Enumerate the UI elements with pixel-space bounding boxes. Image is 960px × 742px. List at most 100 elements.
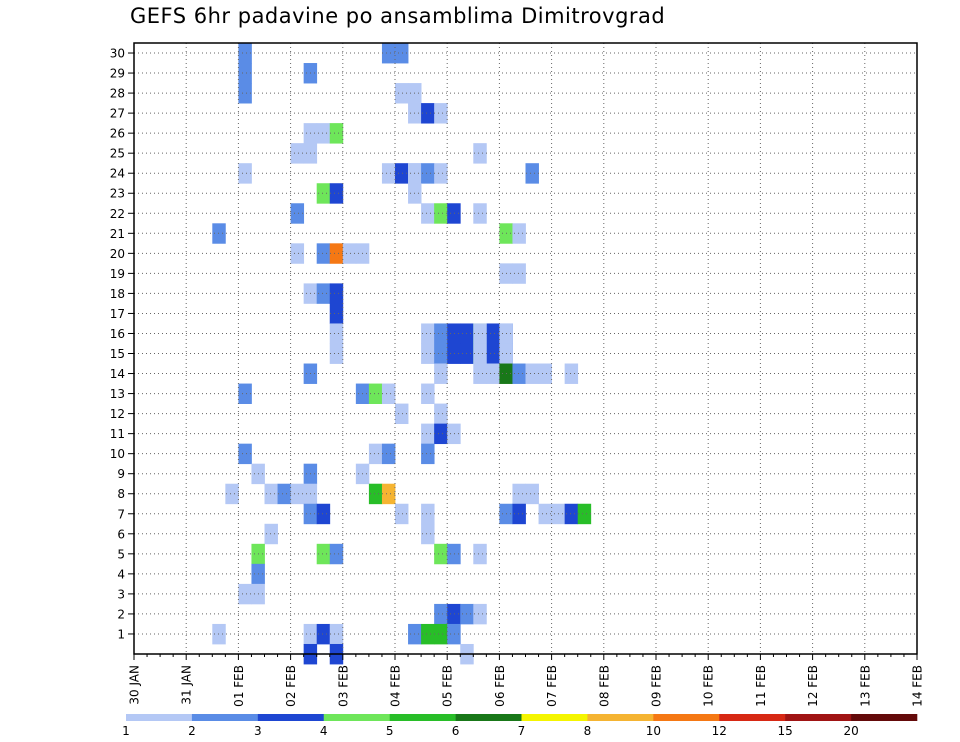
heatmap-cell bbox=[329, 123, 344, 144]
heatmap-cell bbox=[434, 203, 448, 224]
heatmap-cell bbox=[238, 63, 252, 84]
x-tick-label: 12 FEB bbox=[806, 665, 820, 707]
heatmap-cell bbox=[421, 383, 435, 404]
heatmap-cell bbox=[512, 363, 526, 384]
y-tick-label: 1 bbox=[117, 627, 125, 641]
y-tick-label: 2 bbox=[117, 607, 125, 621]
y-tick-label: 17 bbox=[110, 307, 125, 321]
heatmap-cell bbox=[381, 483, 396, 505]
y-tick-label: 18 bbox=[110, 287, 125, 301]
heatmap-cell bbox=[368, 383, 383, 404]
x-tick-label: 14 FEB bbox=[911, 665, 925, 707]
heatmap-cell bbox=[421, 103, 435, 124]
y-tick-label: 15 bbox=[110, 347, 125, 361]
heatmap-cell bbox=[447, 423, 461, 445]
heatmap-cell bbox=[447, 343, 461, 364]
heatmap-cell bbox=[473, 363, 487, 384]
heatmap-cell bbox=[316, 283, 331, 304]
y-tick-label: 25 bbox=[110, 147, 125, 161]
heatmap-cell bbox=[290, 243, 305, 264]
heatmap-cell bbox=[290, 143, 305, 164]
cells-layer bbox=[212, 43, 592, 665]
legend-label: 1 bbox=[122, 724, 130, 738]
legend-label: 5 bbox=[386, 724, 394, 738]
x-tick-label: 09 FEB bbox=[650, 665, 664, 707]
heatmap-cell bbox=[329, 243, 344, 264]
legend-swatch bbox=[323, 714, 390, 721]
heatmap-cell bbox=[486, 363, 500, 384]
heatmap-cell bbox=[564, 363, 579, 384]
heatmap-cell bbox=[434, 103, 448, 124]
heatmap-cell bbox=[473, 203, 487, 224]
heatmap-cell bbox=[434, 403, 448, 425]
heatmap-cell bbox=[290, 203, 305, 224]
heatmap-cell bbox=[434, 603, 448, 625]
heatmap-cell bbox=[486, 323, 500, 344]
heatmap-cell bbox=[512, 223, 526, 244]
legend-label: 20 bbox=[843, 724, 858, 738]
heatmap-cell bbox=[316, 243, 331, 264]
heatmap-cell bbox=[421, 323, 435, 344]
legend-swatch bbox=[191, 714, 259, 721]
heatmap-cell bbox=[329, 323, 344, 344]
x-tick-label: 31 JAN bbox=[180, 665, 194, 705]
heatmap-cell bbox=[486, 343, 500, 364]
heatmap-cell bbox=[512, 483, 526, 505]
heatmap-cell bbox=[238, 83, 252, 104]
x-tick-label: 04 FEB bbox=[389, 665, 403, 707]
legend-swatch bbox=[521, 714, 588, 721]
legend-label: 10 bbox=[646, 724, 661, 738]
heatmap-cell bbox=[434, 343, 448, 364]
heatmap-cell bbox=[538, 363, 552, 384]
y-tick-label: 26 bbox=[110, 127, 125, 141]
y-tick-label: 16 bbox=[110, 327, 125, 341]
heatmap-cell bbox=[381, 43, 396, 64]
legend-swatch bbox=[719, 714, 786, 721]
legend-swatch bbox=[851, 714, 918, 721]
heatmap-cell bbox=[238, 383, 252, 404]
y-tick-label: 30 bbox=[110, 47, 125, 61]
heatmap-cell bbox=[434, 423, 448, 445]
x-tick-label: 13 FEB bbox=[858, 665, 872, 707]
y-tick-label: 19 bbox=[110, 267, 125, 281]
heatmap-cell bbox=[329, 303, 344, 324]
heatmap-cell bbox=[421, 163, 435, 184]
heatmap-cell bbox=[447, 203, 461, 224]
x-tick-label: 01 FEB bbox=[232, 665, 246, 707]
y-tick-label: 4 bbox=[117, 567, 125, 581]
y-tick-label: 27 bbox=[110, 107, 125, 121]
heatmap-cell bbox=[473, 603, 487, 625]
y-tick-label: 21 bbox=[110, 227, 125, 241]
x-tick-label: 02 FEB bbox=[284, 665, 298, 707]
x-tick-label: 11 FEB bbox=[754, 665, 768, 707]
heatmap-cell bbox=[421, 343, 435, 364]
heatmap-cell bbox=[238, 443, 252, 465]
heatmap-cell bbox=[434, 623, 448, 645]
heatmap-cell bbox=[316, 543, 331, 565]
heatmap-cell bbox=[538, 503, 552, 525]
y-tick-label: 3 bbox=[117, 587, 125, 601]
y-tick-label: 5 bbox=[117, 547, 125, 561]
legend-swatch bbox=[587, 714, 654, 721]
x-tick-label: 05 FEB bbox=[441, 665, 455, 707]
heatmap-cell bbox=[512, 503, 526, 525]
heatmap-cell bbox=[447, 623, 461, 645]
legend-label: 3 bbox=[254, 724, 262, 738]
heatmap-cell bbox=[264, 523, 278, 545]
heatmap-cell bbox=[564, 503, 579, 525]
heatmap-cell bbox=[434, 543, 448, 565]
legend-label: 12 bbox=[712, 724, 727, 738]
heatmap-cell bbox=[329, 543, 344, 565]
legend-swatch bbox=[257, 714, 325, 721]
heatmap-cell bbox=[381, 163, 396, 184]
legend-swatch bbox=[126, 714, 193, 721]
heatmap-cell bbox=[342, 243, 357, 264]
legend-label: 8 bbox=[584, 724, 592, 738]
heatmap-cell bbox=[473, 323, 487, 344]
y-tick-label: 13 bbox=[110, 387, 125, 401]
y-tick-label: 11 bbox=[110, 427, 125, 441]
x-tick-label: 10 FEB bbox=[702, 665, 716, 707]
y-tick-label: 9 bbox=[117, 467, 125, 481]
heatmap-cell bbox=[277, 483, 291, 505]
heatmap-cell bbox=[395, 163, 409, 184]
